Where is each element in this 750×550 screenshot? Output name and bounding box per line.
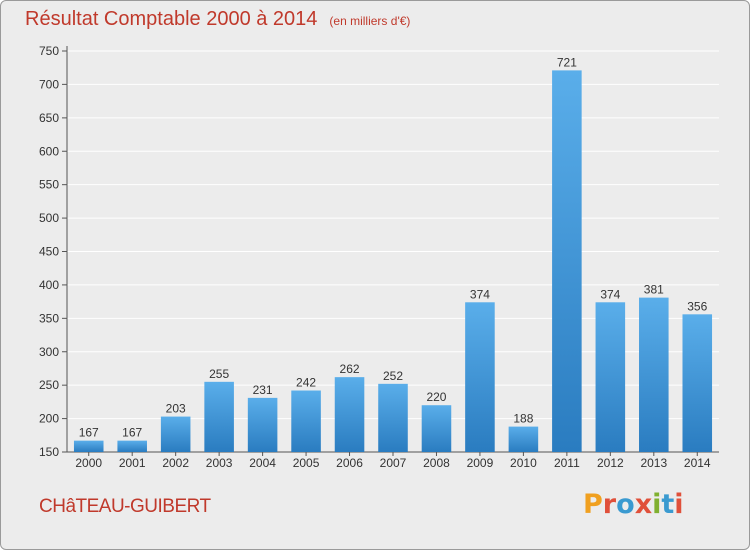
x-tick-label-2007: 2007 <box>380 456 407 470</box>
x-tick-label-2014: 2014 <box>684 456 711 470</box>
y-tick-label: 750 <box>39 44 59 58</box>
x-tick-label-2002: 2002 <box>162 456 189 470</box>
data-label-2012: 374 <box>600 287 620 301</box>
bar-2004 <box>247 397 278 452</box>
bar-2011 <box>552 70 582 453</box>
y-tick-label: 700 <box>39 77 59 91</box>
town-name: CHâTEAU-GUIBERT <box>39 496 211 517</box>
bars <box>73 70 713 453</box>
data-label-2005: 242 <box>296 376 316 390</box>
x-tick-label-2008: 2008 <box>423 456 450 470</box>
chart-title: Résultat Comptable 2000 à 2014 (en millie… <box>25 8 410 31</box>
y-tick-label: 600 <box>39 144 59 158</box>
data-label-2000: 167 <box>79 426 99 440</box>
bar-2008 <box>421 405 452 452</box>
y-tick-label: 450 <box>39 245 59 259</box>
y-tick-label: 350 <box>39 311 59 325</box>
y-tick-label: 550 <box>39 178 59 192</box>
data-label-2007: 252 <box>383 369 403 383</box>
bar-2006 <box>334 377 365 452</box>
y-tick-label: 500 <box>39 211 59 225</box>
chart-subtitle: (en milliers d'€) <box>329 14 411 28</box>
data-label-2010: 188 <box>513 412 533 426</box>
x-tick-label-2010: 2010 <box>510 456 537 470</box>
chart-title-text: Résultat Comptable 2000 à 2014 <box>25 8 318 30</box>
brand-logo-letter: i <box>652 489 662 520</box>
y-tick-label: 250 <box>39 378 59 392</box>
x-tick-label-2001: 2001 <box>119 456 146 470</box>
y-tick-label: 150 <box>39 445 59 459</box>
x-tick-label-2004: 2004 <box>249 456 276 470</box>
x-tick-label-2000: 2000 <box>75 456 102 470</box>
x-tick-label-2003: 2003 <box>206 456 233 470</box>
brand-logo-letter: o <box>616 489 635 520</box>
x-tick-label-2006: 2006 <box>336 456 363 470</box>
data-label-2002: 203 <box>166 402 186 416</box>
data-label-2014: 356 <box>687 299 707 313</box>
y-tick-label: 200 <box>39 412 59 426</box>
y-tick-label: 400 <box>39 278 59 292</box>
axes: 150 200 250 300 350 400 450 500 550 600 650 700 750 2… <box>39 44 719 470</box>
bar-2014 <box>682 314 713 452</box>
bar-2010 <box>508 426 539 452</box>
bar-2007 <box>378 383 408 452</box>
bar-2000 <box>73 440 104 452</box>
data-label-2001: 167 <box>122 426 142 440</box>
brand-logo-letter: x <box>634 489 653 520</box>
brand-logo-letter: i <box>674 489 684 520</box>
bar-2005 <box>291 390 321 452</box>
bar-2003 <box>204 381 234 452</box>
y-tick-label: 650 <box>39 111 59 125</box>
brand-logo-letter: t <box>661 489 675 520</box>
x-tick-label-2012: 2012 <box>597 456 624 470</box>
data-label-2006: 262 <box>340 362 360 376</box>
y-tick-label: 300 <box>39 345 59 359</box>
bar-2012 <box>595 302 626 452</box>
data-label-2008: 220 <box>426 390 446 404</box>
bar-2001 <box>117 440 147 452</box>
data-labels: 167 167 203 255 231 242 262 252 220 374 188 721 374 3… <box>79 55 708 439</box>
x-tick-label-2009: 2009 <box>467 456 494 470</box>
brand-logo-letter: P <box>583 489 603 520</box>
data-label-2013: 381 <box>644 283 664 297</box>
data-label-2004: 231 <box>253 383 273 397</box>
x-tick-label-2011: 2011 <box>554 456 580 470</box>
bar-2013 <box>639 297 669 452</box>
brand-logo-letter: r <box>602 489 617 520</box>
bar-2002 <box>160 416 191 452</box>
data-label-2011: 721 <box>557 55 577 69</box>
bar-2009 <box>465 302 495 452</box>
x-tick-label-2005: 2005 <box>293 456 320 470</box>
x-tick-label-2013: 2013 <box>640 456 667 470</box>
brand-logo: Proxiti <box>583 489 684 520</box>
data-label-2003: 255 <box>209 367 229 381</box>
data-label-2009: 374 <box>470 287 490 301</box>
